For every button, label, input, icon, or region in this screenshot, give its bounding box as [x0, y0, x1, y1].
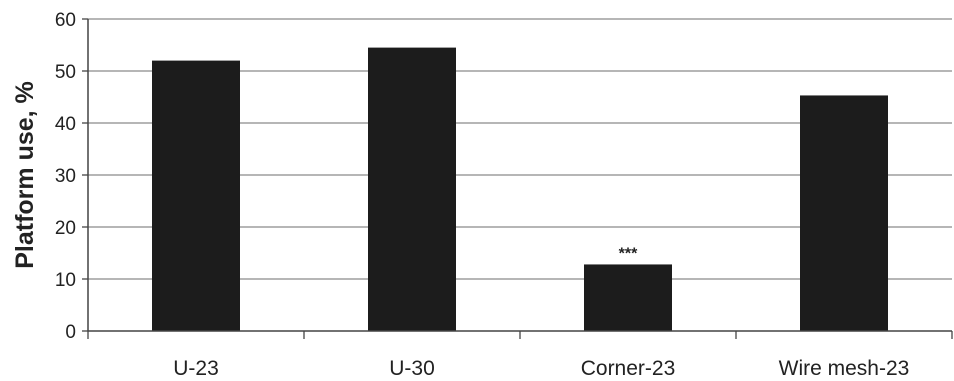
y-tick-label: 40 — [55, 114, 76, 135]
y-axis-title: Platform use, % — [11, 81, 39, 269]
y-axis-ticks: 0 10 20 30 40 50 60 — [55, 10, 88, 343]
significance-marker: *** — [619, 245, 638, 262]
bar-u-30 — [368, 47, 456, 331]
bar-annotations: *** — [619, 245, 638, 262]
bar-u-23 — [152, 60, 240, 331]
x-tick-label: U-23 — [173, 357, 219, 380]
x-tick-label: Wire mesh-23 — [779, 357, 910, 380]
y-tick-label: 0 — [65, 322, 76, 343]
bar-corner-23 — [584, 264, 672, 331]
y-tick-label: 20 — [55, 218, 76, 239]
axes — [87, 19, 953, 339]
y-tick-label: 30 — [55, 166, 76, 187]
y-tick-label: 10 — [55, 270, 76, 291]
x-tick-label: U-30 — [389, 357, 435, 380]
y-tick-label: 50 — [55, 62, 76, 83]
x-tick-label: Corner-23 — [581, 357, 676, 380]
y-tick-label: 60 — [55, 10, 76, 31]
x-axis-tick-labels: U-23 U-30 Corner-23 Wire mesh-23 — [173, 357, 909, 380]
bar-wire-mesh-23 — [800, 95, 888, 331]
bars — [152, 47, 888, 331]
